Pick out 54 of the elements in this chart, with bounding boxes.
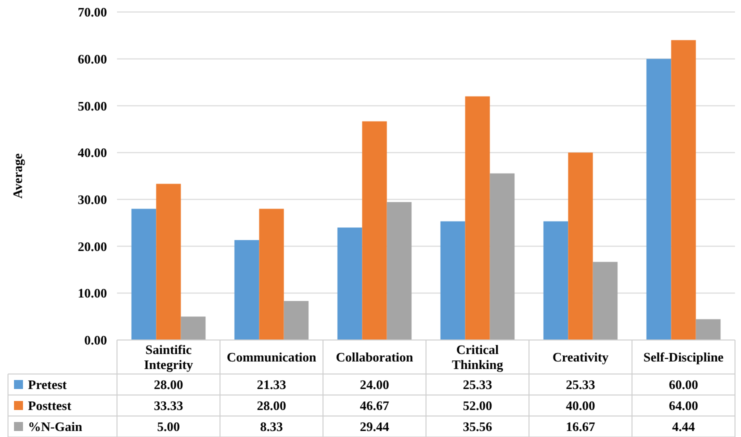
data-label: 35.56 [462,419,493,434]
data-label: 16.67 [566,419,596,434]
bar [362,121,387,340]
y-tick-label: 50.00 [78,98,107,114]
legend-label: Posttest [28,398,72,414]
bar [465,96,490,340]
data-label: 46.67 [360,398,390,414]
bar [156,184,181,340]
bar [543,221,568,340]
data-label: 28.00 [154,377,184,392]
data-label: 52.00 [462,398,492,414]
x-tick-label: Saintific Integrity [144,342,194,372]
data-label: 4.44 [672,419,696,434]
x-tick-label: Communication [226,350,318,365]
data-label: 60.00 [668,377,698,392]
bar [131,208,156,340]
y-tick-label: 0.00 [84,332,107,348]
bar [386,202,412,340]
bar [284,300,309,340]
data-label: 8.33 [260,419,284,434]
y-axis-title: Average [10,153,25,199]
data-label: 40.00 [566,398,596,414]
bar [490,173,515,340]
x-tick-label: Critical Thinking [452,342,504,372]
bar [180,316,206,340]
x-tick-label: Creativity [552,350,610,365]
y-tick-label: 60.00 [78,51,107,66]
data-label: 64.00 [668,398,698,414]
bar [592,262,618,340]
bar [440,221,466,340]
y-tick-label: 30.00 [78,192,107,207]
bar [568,152,593,340]
bar [234,240,260,340]
y-tick-label: 70.00 [78,4,107,20]
data-label: 24.00 [360,377,390,392]
data-label: 5.00 [157,419,180,434]
y-tick-label: 40.00 [78,145,107,160]
legend-label: %N-Gain [28,419,83,434]
legend-label: Pretest [28,377,68,392]
x-tick-label: Collaboration [336,350,414,365]
data-label: 21.33 [256,377,287,392]
x-tick-label: Self-Discipline [643,350,724,365]
bar [671,40,696,340]
data-label: 29.44 [360,419,390,434]
y-tick-label: 20.00 [78,238,107,254]
bar [696,319,721,340]
y-tick-label: 10.00 [78,286,107,301]
bar [646,58,672,340]
bar [259,208,284,340]
data-label: 33.33 [154,398,184,414]
data-label: 28.00 [256,398,286,414]
data-label: 25.33 [566,377,596,392]
bar [337,228,362,340]
data-label: 25.33 [462,377,493,392]
